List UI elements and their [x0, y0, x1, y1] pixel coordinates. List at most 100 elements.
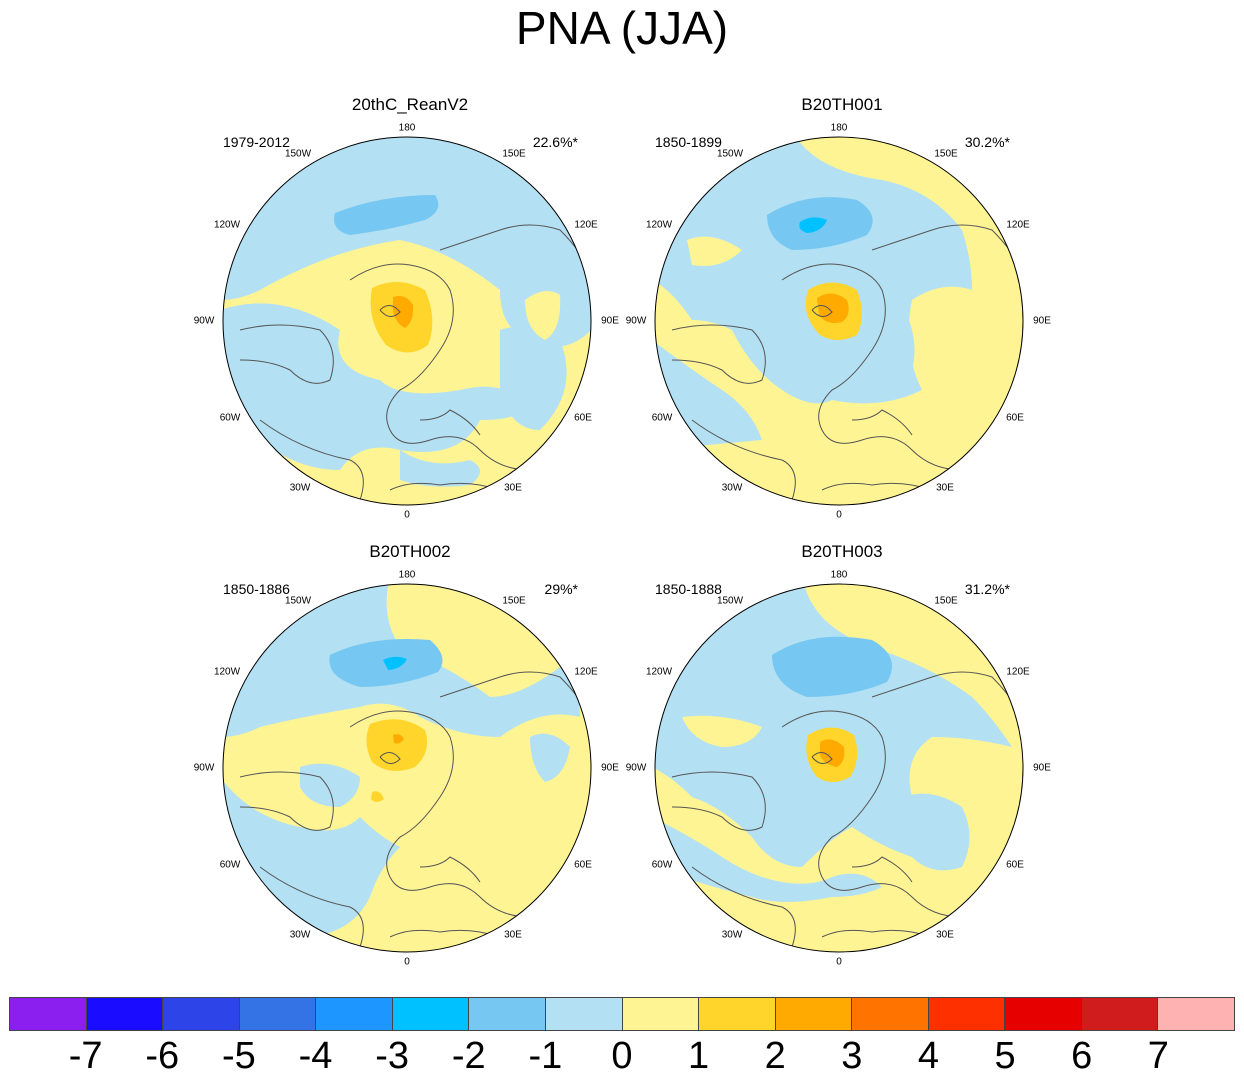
- lon-label: 60W: [219, 412, 241, 424]
- panel-variance-percent: 29%*: [544, 581, 578, 597]
- lon-label: 90W: [193, 315, 215, 327]
- positive-anomaly-region: [371, 791, 384, 802]
- lon-label: 150W: [716, 148, 744, 160]
- panel-period: 1850-1899: [655, 134, 722, 150]
- lon-label: 120W: [213, 219, 241, 231]
- polar-map: [654, 136, 1024, 506]
- positive-anomaly-region: [817, 293, 849, 324]
- lon-label: 0: [836, 509, 842, 521]
- lon-label: 0: [836, 956, 842, 968]
- colorbar-tick-label: 0: [611, 1035, 633, 1077]
- lon-label: 30W: [721, 482, 743, 494]
- lon-label: 180: [830, 122, 848, 134]
- colorbar-swatch: [852, 998, 929, 1030]
- lon-label: 90W: [193, 762, 215, 774]
- colorbar: [9, 997, 1235, 1031]
- lon-label: 60W: [219, 859, 241, 871]
- positive-anomaly-region: [393, 296, 414, 328]
- lon-label: 150E: [934, 148, 958, 160]
- map-panel: 20thC_ReanV2 1979-2012 22.6%*: [194, 90, 620, 530]
- colorbar-swatch: [469, 998, 546, 1030]
- colorbar-swatch: [10, 998, 87, 1030]
- polar-map: [222, 583, 592, 953]
- negative-anomaly-region: [655, 584, 1012, 867]
- panel-title: B20TH003: [801, 542, 883, 561]
- lon-label: 90W: [625, 315, 647, 327]
- lon-label: 30W: [289, 482, 311, 494]
- colorbar-tick-label: -7: [68, 1035, 103, 1077]
- positive-anomaly-region: [366, 719, 428, 771]
- lon-label: 60W: [651, 859, 673, 871]
- figure-title: PNA (JJA): [515, 2, 729, 54]
- lon-label: 30W: [721, 929, 743, 941]
- panel-title: 20thC_ReanV2: [351, 95, 469, 114]
- colorbar-swatch: [928, 998, 1006, 1030]
- colorbar-tick-label: 5: [994, 1035, 1016, 1077]
- panel-title: B20TH002: [369, 542, 451, 561]
- negative-anomaly-region: [400, 450, 480, 487]
- negative-anomaly-region: [383, 656, 407, 670]
- colorbar-swatch: [392, 998, 470, 1030]
- positive-anomaly-region: [820, 739, 845, 767]
- panel-variance-percent: 31.2%*: [964, 581, 1010, 597]
- negative-anomaly-region: [300, 763, 360, 807]
- colorbar-tick-label: 2: [764, 1035, 786, 1077]
- negative-anomaly-region: [334, 195, 439, 235]
- panel-variance-percent: 30.2%*: [964, 134, 1010, 150]
- lon-label: 60E: [1006, 412, 1024, 424]
- coastlines: [239, 224, 591, 501]
- lon-label: 150E: [502, 595, 526, 607]
- colorbar-swatch: [775, 998, 853, 1030]
- lon-label: 120W: [213, 666, 241, 678]
- colorbar-swatch: [316, 998, 393, 1030]
- map-panel: B20TH002 1850-1886 29%*: [194, 537, 620, 977]
- lon-label: 30E: [504, 482, 522, 494]
- lon-label: 150E: [934, 595, 958, 607]
- lon-label: 150E: [502, 148, 526, 160]
- panel-variance-percent: 22.6%*: [532, 134, 578, 150]
- lon-label: 60E: [574, 859, 592, 871]
- negative-anomaly-region: [772, 636, 892, 697]
- colorbar-tick-label: -6: [145, 1035, 180, 1077]
- negative-anomaly-region: [500, 326, 567, 430]
- negative-anomaly-region: [223, 137, 591, 347]
- lon-label: 150W: [284, 595, 312, 607]
- lon-label: 90E: [601, 315, 619, 327]
- polar-map: [654, 583, 1024, 953]
- lon-label: 60W: [651, 412, 673, 424]
- lon-label: 60E: [1006, 859, 1024, 871]
- lon-label: 150W: [716, 595, 744, 607]
- colorbar-swatch: [1158, 998, 1234, 1030]
- map-boundary: [654, 136, 1024, 506]
- positive-anomaly-region: [393, 734, 404, 744]
- lon-label: 90W: [625, 762, 647, 774]
- lon-label: 90E: [601, 762, 619, 774]
- lon-label: 180: [830, 569, 848, 581]
- lon-label: 180: [398, 122, 416, 134]
- negative-anomaly-region: [858, 290, 915, 390]
- lon-label: 30E: [936, 482, 954, 494]
- panel-title: B20TH001: [801, 95, 883, 114]
- lon-label: 30W: [289, 929, 311, 941]
- lon-label: 0: [404, 509, 410, 521]
- colorbar-tick-label: -3: [375, 1035, 410, 1077]
- negative-anomaly-region: [223, 303, 522, 470]
- lon-label: 0: [404, 956, 410, 968]
- colorbar-tick-label: -1: [528, 1035, 563, 1077]
- colorbar-swatch: [163, 998, 240, 1030]
- colorbar-tick-label: 6: [1071, 1035, 1093, 1077]
- colorbar-swatch: [1081, 998, 1159, 1030]
- negative-anomaly-region: [530, 733, 570, 782]
- colorbar-tick-label: 1: [688, 1035, 710, 1077]
- colorbar-tick-label: -5: [221, 1035, 256, 1077]
- positive-anomaly-region: [682, 715, 762, 747]
- colorbar-swatch: [699, 998, 776, 1030]
- colorbar-tick-label: 3: [841, 1035, 863, 1077]
- coastlines: [239, 671, 591, 948]
- map-boundary: [654, 583, 1024, 953]
- panel-period: 1979-2012: [223, 134, 290, 150]
- lon-label: 180: [398, 569, 416, 581]
- lon-label: 120E: [574, 219, 598, 231]
- lon-label: 30E: [936, 929, 954, 941]
- lon-label: 120E: [1006, 666, 1030, 678]
